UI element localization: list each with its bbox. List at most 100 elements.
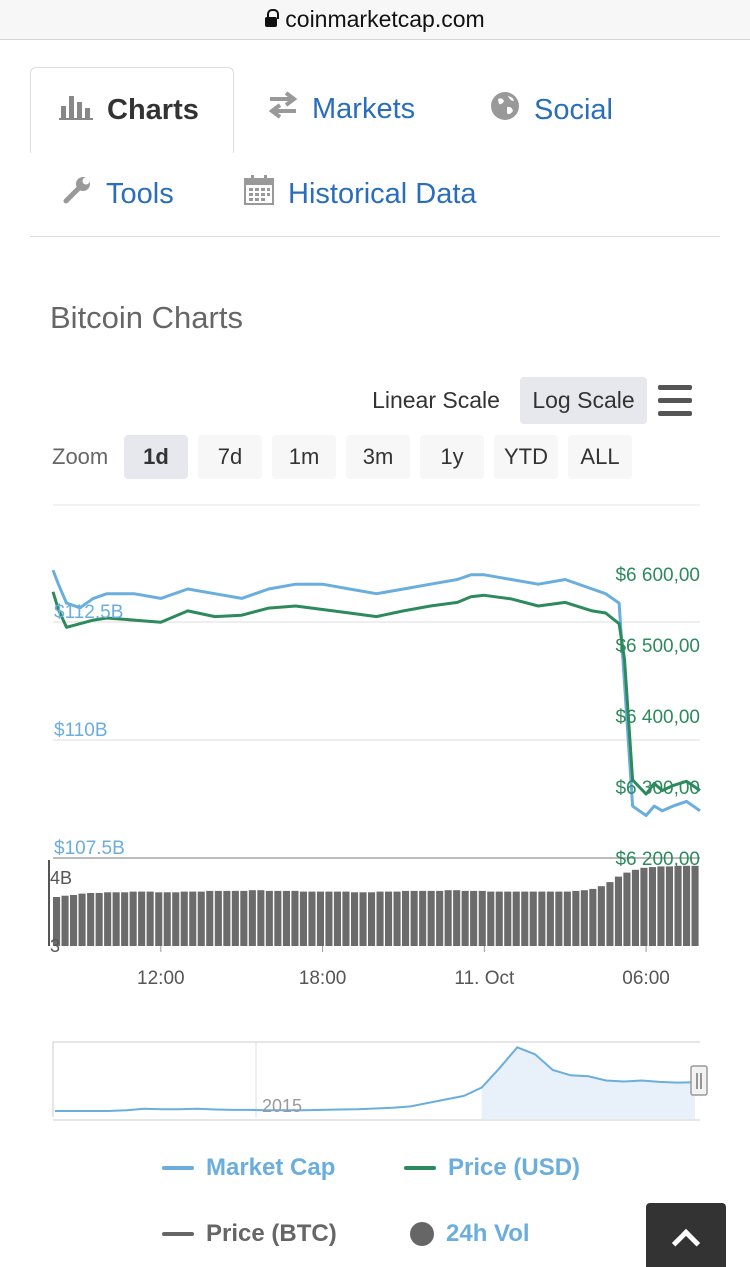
volume-bar [410,890,418,946]
volume-bar [359,892,367,946]
volume-bar [427,890,435,946]
bar-chart-icon [59,94,93,128]
zoom-1y-button[interactable]: 1y [420,435,484,479]
volume-bar [112,892,120,946]
x-tick-label: 06:00 [622,968,670,989]
volume-bar [121,892,129,946]
volume-bar [231,890,239,946]
volume-bar [640,867,648,946]
legend-price-btc-label: Price (BTC) [206,1220,337,1247]
legend-market-cap-label: Market Cap [206,1154,336,1181]
url-text: coinmarketcap.com [285,6,485,32]
volume-bar [316,891,324,946]
log-scale-button[interactable]: Log Scale [520,377,647,424]
tab-social[interactable]: Social [490,91,613,129]
volume-bar [487,891,495,946]
volume-bar [589,888,597,946]
volume-tick-label: 3 [50,936,60,956]
volume-bar [351,892,359,946]
tab-tools[interactable]: Tools [62,175,174,213]
x-tick-label: 11. Oct [454,968,515,989]
legend-24h-vol[interactable]: 24h Vol [410,1220,530,1248]
volume-bar [61,895,69,946]
volume-tick-label: 4B [50,868,72,888]
volume-bar [470,890,478,946]
volume-bar [206,890,214,946]
volume-bar [172,892,180,946]
volume-bar [555,891,563,946]
legend-market-cap[interactable]: Market Cap [162,1154,335,1182]
tab-charts[interactable]: Charts [30,67,234,153]
volume-bar [436,890,444,946]
zoom-ytd-button[interactable]: YTD [494,435,558,479]
volume-bar [529,891,537,946]
volume-bar [248,890,256,946]
tab-markets[interactable]: Markets [268,91,415,127]
zoom-1d-button[interactable]: 1d [124,435,188,479]
volume-bar [129,891,137,946]
market-cap-swatch [162,1166,194,1170]
legend-price-btc[interactable]: Price (BTC) [162,1220,337,1248]
volume-bar [683,865,691,946]
market-cap-line [51,569,701,817]
legend-price-usd[interactable]: Price (USD) [404,1154,580,1182]
volume-bar [572,890,580,946]
tab-tools-label: Tools [106,177,174,210]
volume-bar [478,890,486,946]
browser-url-bar[interactable]: coinmarketcap.com [0,0,750,40]
volume-bar [512,891,520,946]
wrench-icon [62,175,92,213]
vol-dot-icon [410,1222,434,1246]
volume-bar [504,891,512,946]
navigator-handle[interactable] [690,1065,708,1096]
y-right-tick-label: $6 600,00 [615,565,700,586]
volume-bar [180,891,188,946]
tab-historical-data[interactable]: Historical Data [244,175,477,213]
navigator-year-label: 2015 [262,1096,302,1116]
volume-bar [563,891,571,946]
zoom-all-button[interactable]: ALL [568,435,632,479]
y-right-tick-label: $6 500,00 [615,636,700,657]
volume-bar [138,891,146,946]
volume-bar [240,890,248,946]
volume-bar [546,891,554,946]
calendar-icon [244,175,274,213]
scroll-to-top-button[interactable] [646,1203,726,1267]
y-right-tick-label: $6 400,00 [615,707,700,728]
page-tabs: Charts Markets Social Tools [30,67,720,237]
volume-bar [538,891,546,946]
zoom-1m-button[interactable]: 1m [272,435,336,479]
volume-bar [333,891,341,946]
zoom-label: Zoom [52,444,109,469]
volume-bar [623,872,631,946]
volume-bar [342,891,350,946]
legend-price-usd-label: Price (USD) [448,1154,581,1181]
volume-bar [521,891,529,946]
volume-bar [70,895,78,946]
volume-bar [274,890,282,946]
volume-bar [393,891,401,946]
linear-scale-button[interactable]: Linear Scale [372,387,500,413]
volume-bar [155,892,163,946]
zoom-3m-button[interactable]: 3m [346,435,410,479]
volume-bar [461,890,469,946]
volume-bar [419,890,427,946]
navigator-line [55,1046,696,1112]
chart-menu-button[interactable] [656,385,694,417]
volume-bar [606,882,614,946]
y-left-tick-label: $110B [54,720,108,741]
volume-bar [291,890,299,946]
y-right-tick-label: $6 200,00 [615,849,700,870]
volume-bar [691,865,699,946]
volume-bar [87,893,95,946]
volume-bar [385,891,393,946]
legend-vol-label: 24h Vol [446,1220,530,1247]
volume-bar [265,890,273,946]
price-btc-swatch [162,1232,194,1236]
volume-bar [257,890,265,946]
volume-bar [580,890,588,946]
chevron-up-icon [671,1228,701,1258]
zoom-7d-button[interactable]: 7d [198,435,262,479]
volume-bar [657,866,665,946]
